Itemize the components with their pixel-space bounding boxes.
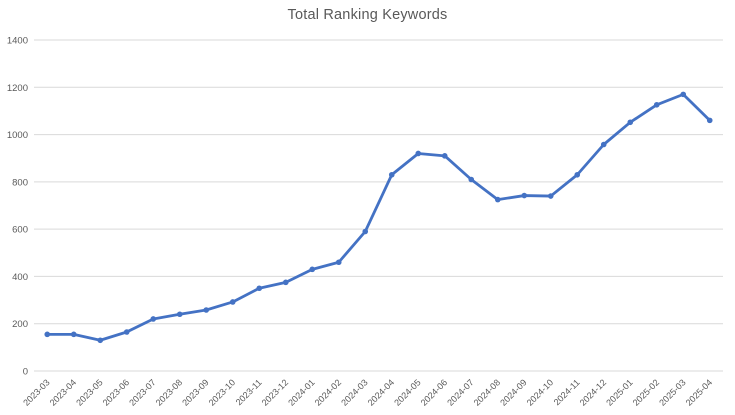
data-point-marker: [388, 171, 395, 178]
y-axis-tick-label: 200: [12, 319, 28, 330]
data-point-marker: [44, 331, 51, 338]
x-axis-tick-label: 2024-09: [498, 377, 528, 407]
x-axis-tick-label: 2023-11: [234, 377, 264, 407]
y-axis-tick-label: 400: [12, 272, 28, 283]
data-point-marker: [335, 259, 342, 266]
x-axis-tick-label: 2024-03: [339, 377, 369, 407]
x-axis-tick-label: 2024-06: [419, 377, 449, 407]
data-point-marker: [309, 266, 316, 273]
y-axis-tick-label: 600: [12, 225, 28, 236]
x-axis-tick-label: 2023-12: [260, 377, 290, 407]
x-axis-tick-label: 2024-10: [525, 377, 555, 407]
data-point-marker: [203, 307, 210, 313]
data-point-marker: [282, 279, 289, 286]
data-point-marker: [627, 119, 634, 126]
data-point-marker: [123, 329, 130, 335]
x-axis-tick-label: 2023-05: [74, 377, 104, 407]
x-axis-tick-label: 2023-08: [154, 377, 184, 407]
x-axis-tick-label: 2025-03: [657, 377, 687, 407]
data-point-marker: [468, 176, 475, 183]
data-point-marker: [256, 285, 263, 292]
data-point-marker: [574, 171, 581, 178]
x-axis-tick-label: 2025-04: [684, 377, 714, 407]
data-point-marker: [362, 228, 369, 235]
data-point-marker: [415, 150, 422, 157]
data-point-marker: [547, 193, 554, 199]
data-point-marker: [441, 153, 448, 159]
y-axis-tick-label: 1400: [7, 36, 28, 47]
data-point-marker: [494, 196, 501, 203]
y-axis-tick-label: 1000: [7, 130, 28, 141]
data-point-marker: [150, 316, 157, 322]
data-point-marker: [521, 192, 528, 199]
data-point-marker: [176, 311, 183, 318]
data-point-marker: [653, 101, 660, 108]
x-axis-tick-label: 2024-05: [392, 377, 422, 407]
data-point-marker: [70, 331, 77, 338]
x-axis-tick-label: 2023-03: [21, 377, 51, 407]
x-axis-tick-label: 2023-04: [48, 377, 78, 407]
x-axis-tick-label: 2024-08: [472, 377, 502, 407]
x-axis-tick-label: 2024-02: [313, 377, 343, 407]
series-line: [45, 92, 712, 342]
x-axis-tick-label: 2024-01: [286, 377, 316, 407]
data-point-marker: [680, 91, 687, 98]
data-point-marker: [706, 117, 713, 124]
x-axis-tick-label: 2024-11: [552, 377, 582, 407]
data-point-marker: [97, 337, 104, 344]
data-point-marker: [600, 141, 607, 148]
x-axis-tick-label: 2025-01: [604, 377, 634, 407]
x-axis-tick-label: 2023-10: [207, 377, 237, 407]
x-axis-tick-label: 2025-02: [631, 377, 661, 407]
x-axis-tick-label: 2023-09: [180, 377, 210, 407]
x-axis-tick-label: 2023-07: [127, 377, 157, 407]
x-axis-tick-label: 2024-04: [366, 377, 396, 407]
y-axis-tick-label: 800: [12, 177, 28, 188]
y-axis-tick-label: 0: [23, 367, 28, 378]
y-axis-tick-label: 1200: [7, 83, 28, 94]
x-axis-tick-label: 2024-07: [445, 377, 475, 407]
x-axis-tick-label: 2024-12: [578, 377, 608, 407]
chart-title: Total Ranking Keywords: [287, 7, 448, 23]
data-point-marker: [229, 299, 236, 305]
x-axis-tick-label: 2023-06: [101, 377, 131, 407]
